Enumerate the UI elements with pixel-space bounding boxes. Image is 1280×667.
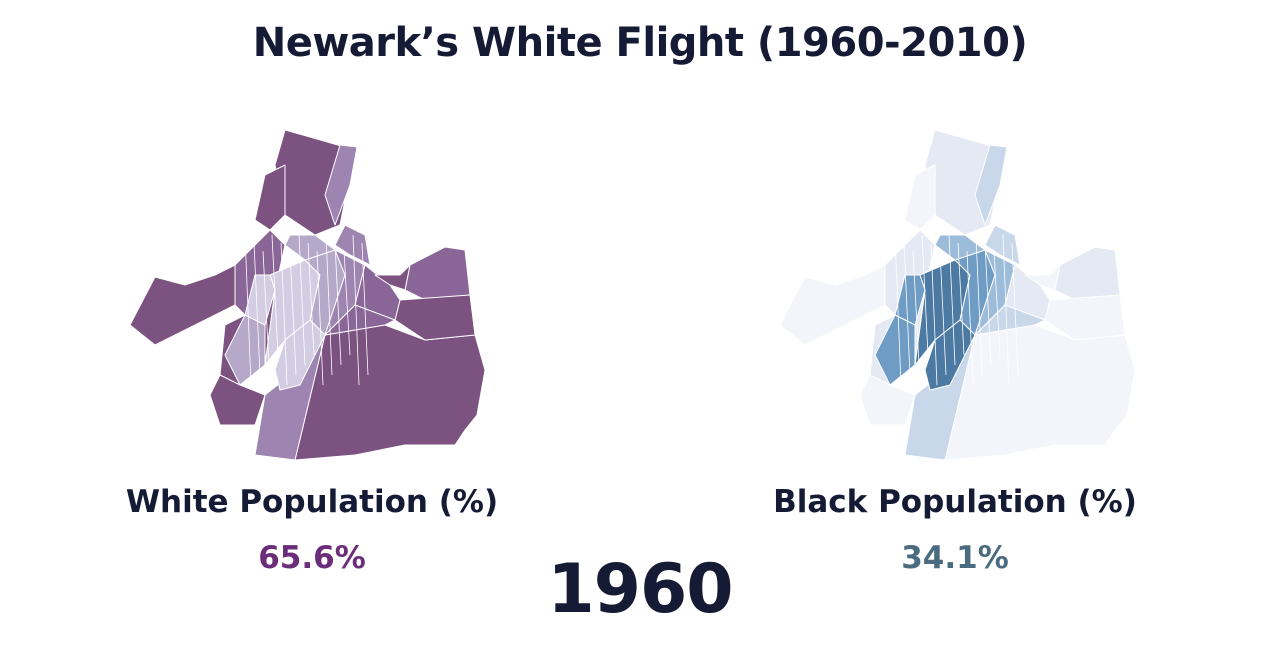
white-map-boundary <box>298 234 306 366</box>
white-map-tract <box>294 324 486 461</box>
white-map-tract <box>254 164 286 231</box>
black-map-tract <box>974 144 1008 226</box>
black-map-boundary <box>930 242 938 386</box>
black-map-tract <box>904 164 936 231</box>
white-population-value: 65.6% <box>258 540 366 576</box>
black-map-boundary <box>1002 234 1010 386</box>
white-map-boundary <box>253 242 261 376</box>
white-map-tract <box>374 264 411 291</box>
white-map-boundary <box>289 250 297 376</box>
black-map-tract <box>984 224 1021 266</box>
white-map-tract <box>404 246 471 301</box>
white-map-boundary <box>271 234 279 356</box>
white-population-label: White Population (%) <box>125 484 499 520</box>
white-map-boundary <box>307 242 315 356</box>
black-map-boundary <box>1011 242 1019 376</box>
black-population-label: Black Population (%) <box>773 484 1137 520</box>
white-map-boundary <box>262 250 270 366</box>
black-map-tract <box>874 314 916 386</box>
year-label: 1960 <box>547 550 733 629</box>
white-map-boundary <box>334 242 342 366</box>
black-map-boundary <box>957 242 965 356</box>
white-map-tract <box>209 374 266 426</box>
black-map-boundary <box>921 234 929 356</box>
black-map-boundary <box>975 234 983 376</box>
white-map-tract <box>334 224 371 266</box>
white-map-tract <box>244 274 276 326</box>
page-title: Newark’s White Flight (1960-2010) <box>252 20 1028 66</box>
black-map-boundary <box>939 250 947 376</box>
white-map-boundary <box>280 242 288 386</box>
white-map-boundary <box>352 234 360 386</box>
white-map-boundary <box>325 234 333 376</box>
black-map-boundary <box>903 242 911 376</box>
white-map-tract <box>324 144 358 226</box>
black-map-boundary <box>966 250 974 386</box>
black-population-value: 34.1% <box>901 540 1009 576</box>
white-map-boundary <box>244 234 252 386</box>
white-map-tract <box>224 314 266 386</box>
black-map-boundary <box>993 250 1001 356</box>
white-population-map <box>125 125 495 465</box>
black-map-tract <box>859 374 916 426</box>
black-map-svg <box>779 129 1136 461</box>
white-map-tract <box>284 234 336 261</box>
white-map-svg <box>129 129 486 461</box>
white-map-tract <box>129 264 236 346</box>
black-map-tract <box>944 324 1136 461</box>
black-map-tract <box>894 274 926 326</box>
black-map-boundary <box>948 234 956 366</box>
black-population-map <box>775 125 1145 465</box>
white-map-boundary <box>361 242 369 376</box>
white-map-tract <box>324 304 396 336</box>
black-map-tract <box>779 264 886 346</box>
black-map-boundary <box>912 250 920 366</box>
black-map-tract <box>1054 246 1121 301</box>
black-map-boundary <box>894 234 902 386</box>
black-map-tract <box>974 304 1046 336</box>
white-map-boundary <box>343 250 351 356</box>
black-map-boundary <box>984 242 992 366</box>
black-map-tract <box>1024 264 1061 291</box>
black-map-tract <box>934 234 986 261</box>
white-map-boundary <box>316 250 324 386</box>
